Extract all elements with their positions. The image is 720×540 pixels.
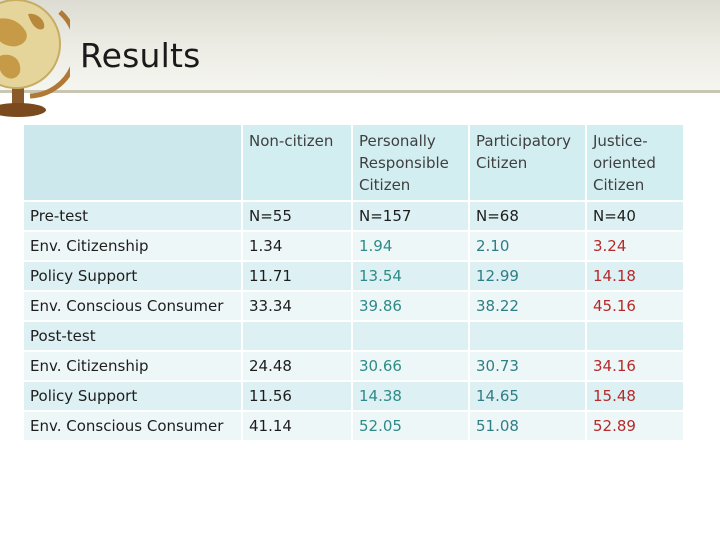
row-label: Env. Citizenship (24, 352, 243, 382)
header-label: Justice-oriented Citizen (593, 132, 656, 194)
cell-justice-oriented (587, 322, 685, 352)
cell-non-citizen: 1.34 (243, 232, 353, 262)
header-justice-oriented: Justice-oriented Citizen (587, 125, 685, 202)
cell-participatory: 38.22 (470, 292, 587, 322)
cell-non-citizen: 11.56 (243, 382, 353, 412)
cell-participatory (470, 322, 587, 352)
table-row: Env. Conscious Consumer 41.14 52.05 51.0… (24, 412, 685, 442)
cell-personally-responsible: 39.86 (353, 292, 470, 322)
cell-non-citizen (243, 322, 353, 352)
cell-participatory: 51.08 (470, 412, 587, 442)
cell-personally-responsible: 52.05 (353, 412, 470, 442)
table-row: Env. Citizenship 1.34 1.94 2.10 3.24 (24, 232, 685, 262)
table-row-pre-test: Pre-test N=55 N=157 N=68 N=40 (24, 202, 685, 232)
cell-justice-oriented: 15.48 (587, 382, 685, 412)
header-personally-responsible: Personally Responsible Citizen (353, 125, 470, 202)
cell-participatory: 2.10 (470, 232, 587, 262)
cell-personally-responsible: 13.54 (353, 262, 470, 292)
cell-personally-responsible: N=157 (353, 202, 470, 232)
row-label: Env. Conscious Consumer (24, 292, 243, 322)
slide-title: Results (80, 36, 201, 75)
row-label: Post-test (24, 322, 243, 352)
cell-non-citizen: 33.34 (243, 292, 353, 322)
header-label: Participatory Citizen (476, 132, 572, 172)
row-label: Policy Support (24, 262, 243, 292)
cell-personally-responsible: 30.66 (353, 352, 470, 382)
cell-participatory: 12.99 (470, 262, 587, 292)
globe-icon (0, 0, 70, 117)
cell-personally-responsible (353, 322, 470, 352)
table-row: Policy Support 11.71 13.54 12.99 14.18 (24, 262, 685, 292)
table-row: Env. Conscious Consumer 33.34 39.86 38.2… (24, 292, 685, 322)
cell-participatory: N=68 (470, 202, 587, 232)
cell-justice-oriented: 14.18 (587, 262, 685, 292)
table-row-post-test: Post-test (24, 322, 685, 352)
cell-participatory: 14.65 (470, 382, 587, 412)
cell-participatory: 30.73 (470, 352, 587, 382)
row-label: Env. Citizenship (24, 232, 243, 262)
header-participatory: Participatory Citizen (470, 125, 587, 202)
title-band (0, 0, 720, 92)
cell-non-citizen: 24.48 (243, 352, 353, 382)
row-label: Env. Conscious Consumer (24, 412, 243, 442)
header-corner-cell (24, 125, 243, 202)
title-divider (0, 90, 720, 93)
cell-non-citizen: N=55 (243, 202, 353, 232)
cell-justice-oriented: 3.24 (587, 232, 685, 262)
cell-justice-oriented: N=40 (587, 202, 685, 232)
cell-personally-responsible: 1.94 (353, 232, 470, 262)
header-label: Personally Responsible Citizen (359, 132, 449, 194)
row-label: Pre-test (24, 202, 243, 232)
cell-non-citizen: 11.71 (243, 262, 353, 292)
row-label: Policy Support (24, 382, 243, 412)
header-non-citizen: Non-citizen (243, 125, 353, 202)
table-row: Env. Citizenship 24.48 30.66 30.73 34.16 (24, 352, 685, 382)
cell-justice-oriented: 45.16 (587, 292, 685, 322)
cell-personally-responsible: 14.38 (353, 382, 470, 412)
table-header-row: Non-citizen Personally Responsible Citiz… (24, 125, 685, 202)
results-table: Non-citizen Personally Responsible Citiz… (24, 125, 685, 442)
cell-non-citizen: 41.14 (243, 412, 353, 442)
cell-justice-oriented: 52.89 (587, 412, 685, 442)
table-row: Policy Support 11.56 14.38 14.65 15.48 (24, 382, 685, 412)
cell-justice-oriented: 34.16 (587, 352, 685, 382)
header-label: Non-citizen (249, 132, 334, 150)
